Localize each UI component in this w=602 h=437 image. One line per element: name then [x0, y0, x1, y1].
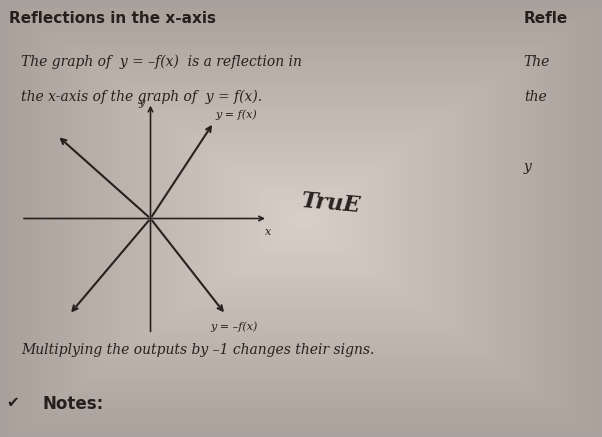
- Text: The: The: [524, 55, 550, 69]
- Text: Refle: Refle: [524, 11, 568, 26]
- Text: Reflections in the x-axis: Reflections in the x-axis: [9, 11, 216, 26]
- Text: the: the: [524, 90, 547, 104]
- Text: y: y: [138, 98, 144, 108]
- Text: TruE: TruE: [301, 190, 362, 217]
- Text: y = –f(x): y = –f(x): [211, 321, 258, 332]
- Text: Notes:: Notes:: [42, 395, 104, 413]
- Text: y = f(x): y = f(x): [216, 110, 257, 120]
- Text: ✔: ✔: [6, 395, 19, 410]
- Text: x: x: [265, 227, 271, 237]
- Text: the x-axis of the graph of  y = f(x).: the x-axis of the graph of y = f(x).: [21, 90, 262, 104]
- Text: The graph of  y = –f(x)  is a reflection in: The graph of y = –f(x) is a reflection i…: [21, 55, 302, 69]
- Text: y: y: [524, 160, 532, 173]
- Text: Multiplying the outputs by –1 changes their signs.: Multiplying the outputs by –1 changes th…: [21, 343, 374, 357]
